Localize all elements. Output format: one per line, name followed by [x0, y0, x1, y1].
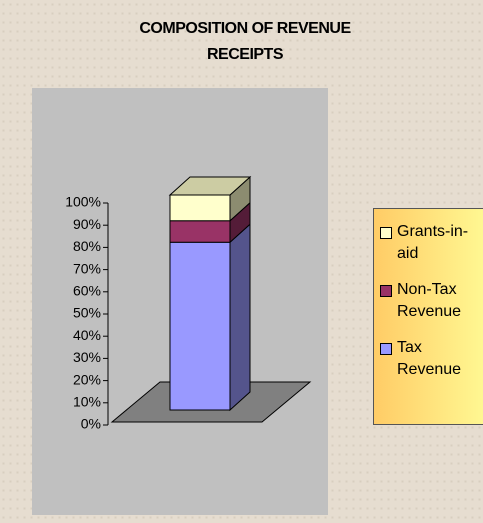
legend-item: Tax Revenue [380, 337, 483, 381]
y-tick-label: 30% [73, 349, 101, 365]
bar-front [169, 220, 231, 243]
legend-item: Grants-in-aid [380, 221, 483, 265]
legend-swatch [380, 285, 392, 297]
bar-segment [169, 223, 251, 412]
bar-front [169, 194, 231, 222]
bar-top [168, 176, 252, 196]
bar-segment [168, 175, 252, 222]
legend-label: Non-Tax Revenue [397, 281, 462, 320]
chart-title: COMPOSITION OF REVENUE RECEIPTS [139, 20, 351, 63]
y-tick-label: 60% [73, 283, 101, 299]
y-tick-label: 20% [73, 371, 101, 387]
y-tick-label: 50% [73, 305, 101, 321]
y-tick-label: 70% [73, 260, 101, 276]
legend-swatch [380, 343, 392, 355]
y-tick-label: 40% [73, 327, 101, 343]
y-tick-label: 0% [81, 416, 101, 432]
legend-label: Tax Revenue [397, 339, 462, 378]
y-tick-label: 80% [73, 238, 101, 254]
legend-item: Non-Tax Revenue [380, 279, 483, 323]
legend-swatch [380, 227, 392, 239]
y-tick-label: 90% [73, 216, 101, 232]
legend: Grants-in-aid Non-Tax Revenue Tax Revenue [373, 208, 483, 425]
bar-front [169, 241, 231, 411]
y-tick-label: 10% [73, 394, 101, 410]
legend-label: Grants-in-aid [397, 223, 469, 262]
bar-side [229, 223, 251, 412]
y-tick-label: 100% [65, 194, 101, 210]
